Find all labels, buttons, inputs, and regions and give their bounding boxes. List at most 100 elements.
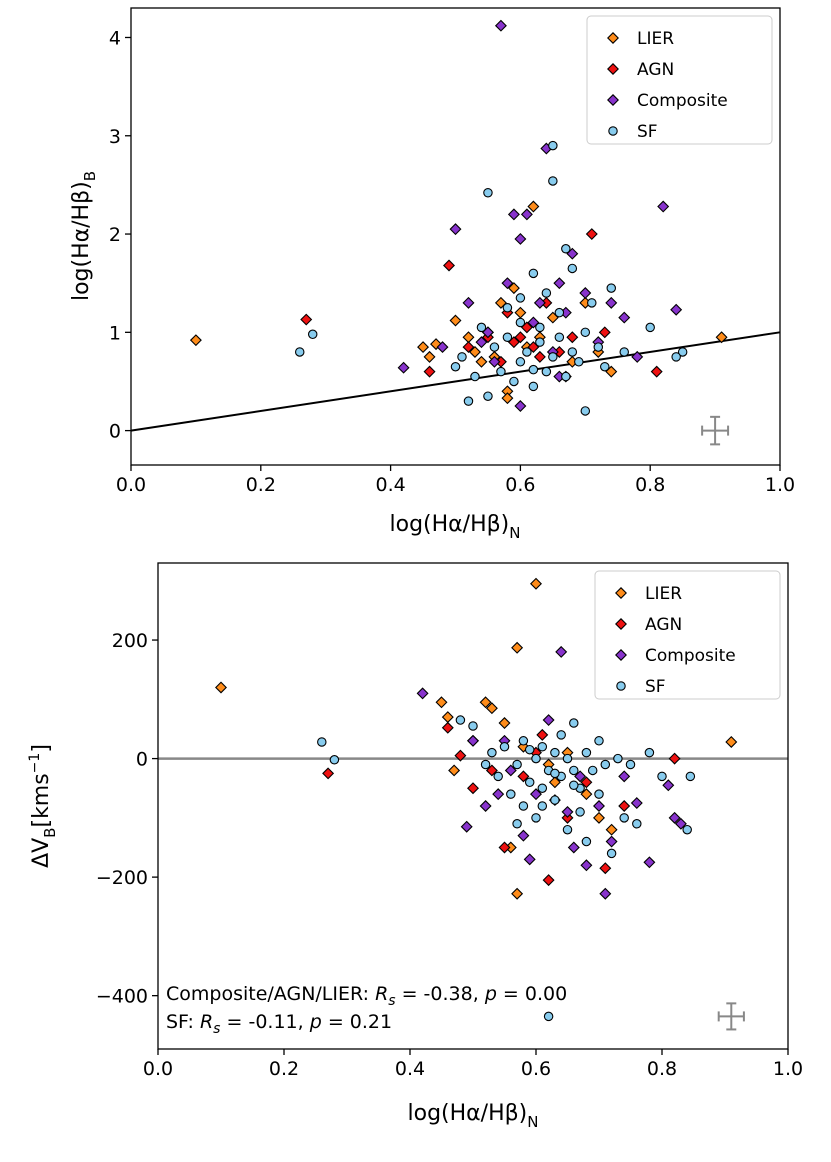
bottom-point-composite bbox=[561, 805, 574, 818]
top-point-sf bbox=[606, 283, 617, 293]
top-point-sf bbox=[450, 361, 461, 372]
top-x-tick-label: 1.0 bbox=[765, 474, 795, 496]
top-point-lier bbox=[189, 334, 202, 347]
bottom-x-ticks: 0.0 0.2 0.4 0.6 0.8 1.0 bbox=[143, 1049, 803, 1080]
bottom-point-composite bbox=[530, 788, 542, 801]
top-point-composite bbox=[657, 200, 670, 213]
top-point-sf bbox=[671, 352, 681, 362]
top-x-axis-label: log(Hα/Hβ)N bbox=[390, 512, 521, 542]
top-point-composite bbox=[436, 341, 449, 354]
bottom-point-composite bbox=[580, 859, 593, 872]
bottom-x-tick-label: 0.8 bbox=[647, 1058, 677, 1080]
top-point-sf bbox=[580, 406, 591, 416]
bottom-point-agn bbox=[668, 752, 681, 765]
annotation-sf: SF: Rs = -0.11, p = 0.21 bbox=[166, 1011, 392, 1037]
top-point-sf bbox=[515, 317, 526, 328]
bottom-point-lier bbox=[479, 696, 492, 709]
top-point-sf bbox=[489, 342, 500, 352]
top-point-lier bbox=[475, 355, 488, 368]
top-point-sf bbox=[483, 391, 493, 401]
bottom-point-composite bbox=[630, 797, 643, 810]
top-point-composite bbox=[501, 277, 514, 290]
bottom-y-axis-label: ΔVB[kms−1] bbox=[27, 744, 59, 868]
bottom-x-tick-label: 0.6 bbox=[521, 1058, 551, 1080]
bottom-panel: 0.0 0.2 0.4 0.6 0.8 1.0 200 0 −200 −400 LIER AGN C… bbox=[27, 562, 803, 1131]
bottom-point-sf bbox=[487, 747, 497, 758]
top-point-composite bbox=[488, 355, 501, 368]
top-y-tick-label: 2 bbox=[109, 224, 121, 246]
bottom-point-sf bbox=[537, 783, 548, 793]
bottom-x-tick-label: 0.0 bbox=[143, 1058, 173, 1080]
bottom-y-tick-label: 200 bbox=[112, 630, 148, 652]
top-point-lier bbox=[423, 350, 436, 363]
bottom-point-sf bbox=[493, 771, 503, 782]
bottom-plot-frame bbox=[157, 562, 789, 1050]
bottom-point-composite bbox=[479, 800, 492, 812]
bottom-x-axis-label: log(Hα/Hβ)N bbox=[408, 1101, 539, 1131]
top-point-sf bbox=[476, 322, 487, 333]
bottom-point-sf bbox=[562, 824, 573, 835]
bottom-point-sf bbox=[537, 801, 548, 811]
bottom-point-sf bbox=[562, 753, 573, 764]
top-point-composite bbox=[618, 311, 631, 324]
bottom-point-sf bbox=[329, 755, 340, 765]
bottom-point-lier bbox=[605, 823, 618, 836]
bottom-legend: LIER AGN Composite SF bbox=[594, 570, 781, 700]
bottom-point-agn bbox=[536, 728, 549, 741]
bottom-point-composite bbox=[668, 811, 681, 824]
top-point-sf bbox=[294, 347, 305, 357]
bottom-point-agn bbox=[618, 800, 631, 812]
bottom-point-sf bbox=[512, 819, 522, 829]
top-point-agn bbox=[514, 331, 527, 344]
top-point-sf bbox=[541, 288, 552, 298]
bottom-point-sf bbox=[581, 836, 592, 847]
bottom-point-sf bbox=[550, 747, 560, 758]
top-y-tick-label: 1 bbox=[109, 322, 121, 344]
bottom-legend-label-agn: AGN bbox=[645, 615, 682, 635]
bottom-legend-label-sf: SF bbox=[645, 677, 666, 697]
bottom-point-lier bbox=[530, 577, 542, 590]
top-point-composite bbox=[475, 336, 488, 349]
top-point-sf bbox=[580, 327, 591, 338]
top-x-tick-label: 0.8 bbox=[635, 474, 665, 496]
annotation-composite-agn-lier: Composite/AGN/LIER: Rs = -0.38, p = 0.00 bbox=[166, 983, 567, 1009]
top-point-sf bbox=[470, 371, 480, 382]
top-point-sf bbox=[587, 298, 597, 308]
top-point-sf bbox=[574, 357, 584, 367]
top-series-sf bbox=[294, 140, 688, 416]
top-legend-box bbox=[586, 15, 773, 145]
bottom-point-lier bbox=[498, 717, 511, 730]
bottom-point-sf bbox=[644, 747, 655, 758]
top-point-sf bbox=[645, 322, 655, 333]
bottom-point-sf bbox=[613, 753, 623, 764]
bottom-y-tick-label: −400 bbox=[96, 986, 148, 1008]
bottom-point-sf bbox=[531, 753, 541, 764]
top-legend-label-lier: LIER bbox=[637, 29, 674, 49]
top-y-tick-label: 3 bbox=[109, 126, 121, 148]
top-point-composite bbox=[462, 296, 475, 309]
top-point-composite bbox=[605, 296, 618, 309]
top-reference-line bbox=[130, 331, 781, 432]
top-point-sf bbox=[535, 337, 545, 347]
bottom-legend-label-composite: Composite bbox=[645, 646, 736, 666]
top-x-tick-label: 0.6 bbox=[505, 474, 535, 496]
bottom-point-sf bbox=[550, 768, 560, 779]
bottom-legend-marker-composite bbox=[615, 649, 627, 661]
bottom-point-agn bbox=[485, 764, 498, 777]
bottom-point-sf bbox=[524, 777, 535, 788]
bottom-point-composite bbox=[599, 887, 612, 900]
bottom-point-lier bbox=[725, 736, 738, 748]
bottom-point-lier bbox=[448, 764, 461, 777]
top-x-tick-label: 0.4 bbox=[375, 474, 405, 496]
bottom-point-sf bbox=[587, 765, 598, 776]
top-typical-error-bar bbox=[701, 415, 730, 446]
top-point-sf bbox=[554, 332, 565, 342]
top-point-sf bbox=[502, 303, 513, 313]
top-point-sf bbox=[483, 188, 493, 198]
bottom-point-lier bbox=[485, 702, 498, 715]
bottom-point-sf bbox=[625, 759, 636, 770]
bottom-point-agn bbox=[441, 721, 454, 734]
bottom-point-lier bbox=[435, 696, 448, 709]
bottom-y-tick-label: 0 bbox=[136, 749, 148, 771]
bottom-x-tick-label: 0.4 bbox=[395, 1058, 425, 1080]
